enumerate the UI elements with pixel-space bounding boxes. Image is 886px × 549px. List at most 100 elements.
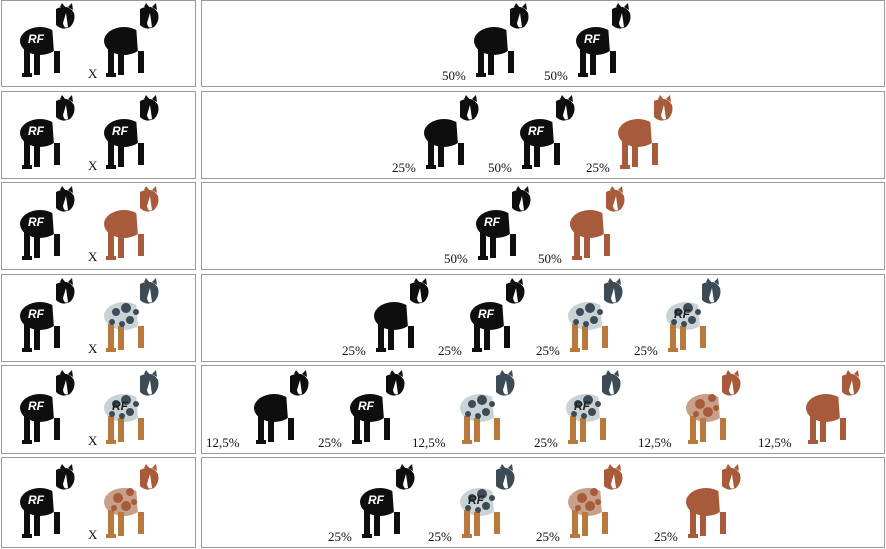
dog-icon: RF bbox=[20, 370, 75, 444]
rf-marker: RF bbox=[112, 124, 129, 138]
cross-symbol: X bbox=[88, 341, 98, 356]
offspring-dog bbox=[566, 186, 632, 267]
dog-icon bbox=[474, 3, 529, 77]
dog-icon bbox=[618, 95, 673, 169]
parent-dog: RF bbox=[16, 3, 82, 84]
rf-marker: RF bbox=[528, 124, 545, 138]
offspring-dog: RF bbox=[472, 186, 538, 267]
rf-marker: RF bbox=[478, 307, 495, 321]
parent-dog: RF bbox=[16, 95, 82, 176]
offspring-dog: RF bbox=[346, 370, 412, 451]
percentage-label: 25% bbox=[318, 435, 342, 450]
rf-marker: RF bbox=[28, 124, 45, 138]
rf-marker: RF bbox=[484, 215, 501, 229]
cross-symbol: X bbox=[88, 527, 98, 542]
percentage-label: 50% bbox=[444, 251, 468, 266]
percentage-label: 25% bbox=[536, 343, 560, 358]
dog-icon bbox=[424, 95, 479, 169]
offspring-dog bbox=[682, 464, 748, 545]
rf-marker: RF bbox=[468, 493, 485, 507]
dog-icon: RF bbox=[360, 464, 415, 538]
dog-icon: RF bbox=[20, 278, 75, 352]
parent-dog: RF bbox=[16, 464, 82, 545]
rf-marker: RF bbox=[28, 307, 45, 321]
percentage-label: 25% bbox=[634, 343, 658, 358]
offspring-dog bbox=[456, 370, 522, 451]
parent-dog bbox=[100, 464, 166, 545]
rf-marker: RF bbox=[584, 32, 601, 46]
parent-dog bbox=[100, 3, 166, 84]
offspring-cell bbox=[201, 0, 885, 87]
dog-icon: RF bbox=[104, 95, 159, 169]
dog-icon bbox=[570, 186, 625, 260]
dog-icon bbox=[254, 370, 309, 444]
dog-icon: RF bbox=[20, 186, 75, 260]
percentage-label: 25% bbox=[428, 529, 452, 544]
parent-dog: RF bbox=[16, 186, 82, 267]
offspring-dog bbox=[370, 278, 436, 359]
offspring-dog bbox=[564, 278, 630, 359]
percentage-label: 25% bbox=[438, 343, 462, 358]
dog-icon: RF bbox=[476, 186, 531, 260]
offspring-dog bbox=[564, 464, 630, 545]
dog-icon bbox=[568, 464, 623, 538]
dog-icon: RF bbox=[20, 95, 75, 169]
offspring-dog bbox=[614, 95, 680, 176]
percentage-label: 12,5% bbox=[758, 435, 792, 450]
offspring-dog bbox=[682, 370, 748, 451]
percentage-label: 25% bbox=[654, 529, 678, 544]
dog-icon bbox=[104, 464, 159, 538]
percentage-label: 12,5% bbox=[638, 435, 672, 450]
rf-marker: RF bbox=[358, 399, 375, 413]
parent-dog bbox=[100, 278, 166, 359]
percentage-label: 25% bbox=[586, 160, 610, 175]
cross-symbol: X bbox=[88, 66, 98, 81]
dog-icon: RF bbox=[460, 464, 515, 538]
rf-marker: RF bbox=[368, 493, 385, 507]
dog-icon bbox=[374, 278, 429, 352]
percentage-label: 50% bbox=[488, 160, 512, 175]
offspring-dog: RF bbox=[466, 278, 532, 359]
dog-icon: RF bbox=[20, 464, 75, 538]
percentage-label: 25% bbox=[536, 529, 560, 544]
rf-marker: RF bbox=[674, 307, 691, 321]
offspring-dog bbox=[420, 95, 486, 176]
dog-icon: RF bbox=[520, 95, 575, 169]
offspring-dog bbox=[470, 3, 536, 84]
parent-dog bbox=[100, 186, 166, 267]
cross-symbol: X bbox=[88, 433, 98, 448]
offspring-dog: RF bbox=[516, 95, 582, 176]
percentage-label: 25% bbox=[342, 343, 366, 358]
rf-marker: RF bbox=[28, 215, 45, 229]
rf-marker: RF bbox=[28, 399, 45, 413]
parent-dog: RF bbox=[16, 370, 82, 451]
percentage-label: 12,5% bbox=[206, 435, 240, 450]
dog-icon: RF bbox=[350, 370, 405, 444]
percentage-label: 50% bbox=[442, 68, 466, 83]
cross-symbol: X bbox=[88, 158, 98, 173]
offspring-cell bbox=[201, 182, 885, 270]
parent-dog: RF bbox=[100, 95, 166, 176]
offspring-dog bbox=[250, 370, 316, 451]
offspring-dog: RF bbox=[572, 3, 638, 84]
dog-icon: RF bbox=[666, 278, 721, 352]
rf-marker: RF bbox=[574, 399, 591, 413]
dog-icon: RF bbox=[104, 370, 159, 444]
dog-icon: RF bbox=[566, 370, 621, 444]
dog-icon bbox=[104, 186, 159, 260]
percentage-label: 25% bbox=[328, 529, 352, 544]
dog-icon bbox=[460, 370, 515, 444]
dog-icon bbox=[686, 370, 741, 444]
rf-marker: RF bbox=[112, 399, 129, 413]
offspring-dog: RF bbox=[456, 464, 522, 545]
offspring-dog: RF bbox=[356, 464, 422, 545]
dog-icon: RF bbox=[470, 278, 525, 352]
parent-dog: RF bbox=[16, 278, 82, 359]
percentage-label: 25% bbox=[392, 160, 416, 175]
offspring-cell bbox=[201, 365, 885, 454]
percentage-label: 50% bbox=[544, 68, 568, 83]
dog-icon bbox=[686, 464, 741, 538]
offspring-cell bbox=[201, 274, 885, 362]
dog-icon: RF bbox=[576, 3, 631, 77]
